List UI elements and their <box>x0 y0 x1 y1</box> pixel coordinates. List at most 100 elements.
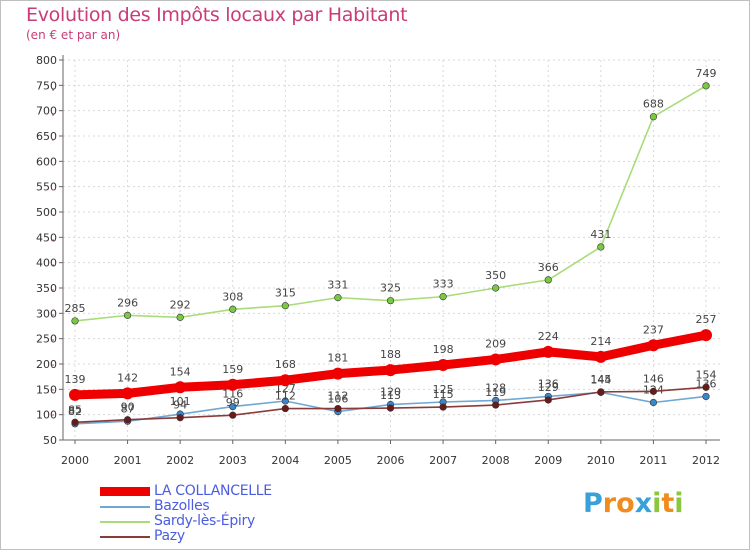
logo-letter: x <box>634 488 653 519</box>
data-point <box>229 305 237 313</box>
legend: LA COLLANCELLE Bazolles Sardy-lès-Épiry … <box>100 484 272 544</box>
data-label: 325 <box>380 282 401 295</box>
data-label: 308 <box>222 290 243 303</box>
data-label: 127 <box>275 382 296 395</box>
data-point <box>542 345 555 358</box>
data-label: 331 <box>327 279 348 292</box>
x-tick-label: 2008 <box>482 454 510 467</box>
logo-letter: P <box>583 488 603 519</box>
data-point <box>437 359 450 372</box>
data-label: 315 <box>275 287 296 300</box>
data-point <box>492 284 500 292</box>
y-tick-label: 550 <box>36 181 57 194</box>
legend-swatch-bazolles <box>100 505 150 508</box>
data-label: 101 <box>170 395 191 408</box>
data-point <box>544 396 552 404</box>
x-tick-label: 2003 <box>219 454 247 467</box>
logo-letter: i <box>652 488 662 519</box>
legend-swatch-sardy <box>100 520 150 523</box>
data-label: 136 <box>538 377 559 390</box>
data-point <box>649 398 658 407</box>
y-tick-label: 650 <box>36 130 57 143</box>
y-tick-label: 100 <box>36 409 57 422</box>
logo-letter: r <box>602 488 617 519</box>
data-label: 198 <box>433 343 454 356</box>
data-label: 128 <box>485 381 506 394</box>
y-tick-label: 800 <box>36 54 57 67</box>
legend-label: Sardy-lès-Épiry <box>154 513 255 529</box>
data-label: 115 <box>433 388 454 401</box>
x-tick-label: 2012 <box>692 454 720 467</box>
data-label: 333 <box>433 278 454 291</box>
x-tick-label: 2007 <box>429 454 457 467</box>
data-label: 125 <box>433 383 454 396</box>
data-label: 154 <box>696 368 717 381</box>
data-label: 257 <box>696 313 717 326</box>
data-point <box>649 387 658 395</box>
logo-letter: o <box>616 488 635 519</box>
data-label: 181 <box>327 352 348 365</box>
logo-letter: t <box>661 488 675 519</box>
data-point <box>176 313 184 321</box>
data-label: 237 <box>643 323 664 336</box>
data-point <box>702 383 710 391</box>
x-tick-label: 2000 <box>61 454 89 467</box>
data-label: 112 <box>327 390 348 403</box>
data-point <box>649 113 658 121</box>
data-point <box>71 418 79 426</box>
data-label: 113 <box>380 389 401 402</box>
x-tick-label: 2002 <box>166 454 194 467</box>
data-label: 214 <box>590 335 611 348</box>
data-label: 366 <box>538 261 559 274</box>
data-label: 139 <box>65 373 86 386</box>
data-point <box>331 367 344 380</box>
data-label: 350 <box>485 269 506 282</box>
data-label: 188 <box>380 348 401 361</box>
proxiti-logo: Proxiti <box>583 488 684 519</box>
data-point <box>386 297 395 305</box>
data-point <box>334 294 342 302</box>
data-label: 292 <box>170 298 191 311</box>
data-label: 145 <box>590 373 611 386</box>
y-tick-label: 150 <box>36 383 57 396</box>
data-label: 209 <box>485 337 506 350</box>
data-point <box>597 243 605 251</box>
data-label: 120 <box>380 386 401 399</box>
chart-subtitle: (en € et par an) <box>26 28 121 42</box>
data-point <box>281 302 289 310</box>
plot-area <box>63 60 720 440</box>
data-label: 431 <box>590 228 611 241</box>
legend-item-la-collancelle: LA COLLANCELLE <box>100 484 272 499</box>
data-label: 90 <box>121 401 135 414</box>
legend-swatch-pazy <box>100 535 150 538</box>
data-point <box>226 378 239 391</box>
legend-label: Bazolles <box>154 498 210 514</box>
legend-item-pazy: Pazy <box>100 529 272 544</box>
x-tick-label: 2006 <box>377 454 405 467</box>
data-point <box>700 329 712 342</box>
legend-label: LA COLLANCELLE <box>154 483 272 499</box>
data-point <box>123 311 132 319</box>
data-label: 106 <box>327 393 348 406</box>
data-point <box>123 416 132 424</box>
data-label: 82 <box>68 405 82 418</box>
data-point <box>281 404 289 413</box>
data-point <box>71 317 79 325</box>
data-point <box>174 381 187 394</box>
data-label: 99 <box>226 396 240 409</box>
data-point <box>229 411 237 419</box>
legend-item-bazolles: Bazolles <box>100 499 272 514</box>
data-point <box>279 374 292 387</box>
y-tick-label: 750 <box>36 79 57 92</box>
data-point <box>597 388 605 396</box>
legend-swatch-la-collancelle <box>100 487 150 496</box>
data-point <box>702 82 710 90</box>
data-point <box>594 350 607 363</box>
chart-title: Evolution des Impôts locaux par Habitant <box>26 4 408 26</box>
data-label: 168 <box>275 358 296 371</box>
data-label: 142 <box>117 371 138 384</box>
data-label: 87 <box>121 402 135 415</box>
y-tick-label: 200 <box>36 358 57 371</box>
data-label: 144 <box>590 373 611 386</box>
data-label: 154 <box>170 365 191 378</box>
